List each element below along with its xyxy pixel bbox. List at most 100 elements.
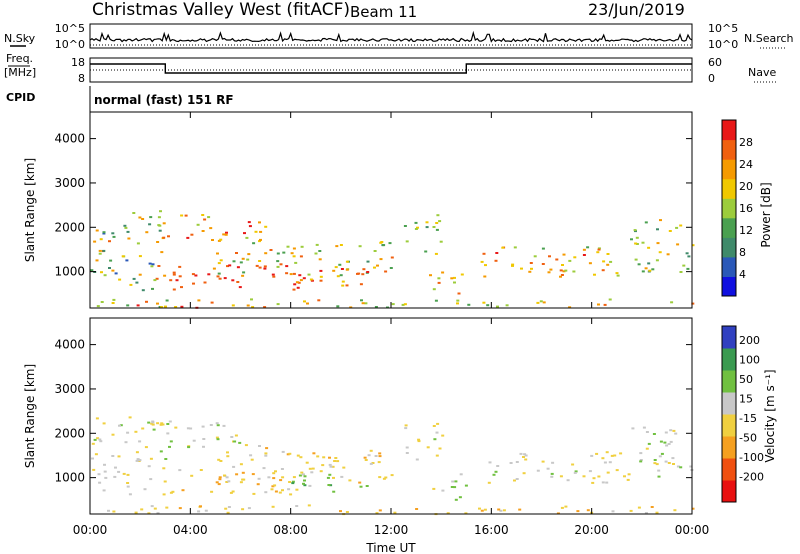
echo-cell <box>524 458 528 461</box>
echo-cell <box>499 509 503 512</box>
velocity-colorbar-label: Velocity [m s⁻¹] <box>763 369 777 462</box>
echo-cell <box>596 251 600 254</box>
x-tick-label: 00:00 <box>675 523 710 537</box>
echo-cell <box>199 469 203 471</box>
echo-cell <box>153 507 157 510</box>
echo-cell <box>460 273 464 276</box>
echo-cell <box>281 489 284 492</box>
echo-cell <box>166 423 170 425</box>
echo-cell <box>645 431 649 433</box>
echo-cell <box>159 423 163 426</box>
echo-cell <box>235 252 238 254</box>
echo-cell <box>639 460 643 463</box>
echo-cell <box>299 255 303 258</box>
colorbar-tick-label: -50 <box>739 432 757 445</box>
echo-cell <box>371 462 375 464</box>
echo-cell <box>204 509 208 512</box>
echo-cell <box>663 441 667 444</box>
echo-cell <box>134 430 138 433</box>
echo-cell <box>597 248 601 251</box>
echo-cell <box>150 265 154 268</box>
echo-cell <box>425 226 429 229</box>
echo-cell <box>302 277 306 280</box>
echo-cell <box>138 273 142 276</box>
echo-cell <box>478 507 481 510</box>
echo-cell <box>561 264 564 266</box>
echo-cell <box>497 508 501 511</box>
echo-cell <box>602 260 606 263</box>
echo-cell <box>264 452 268 455</box>
echo-cell <box>519 452 523 455</box>
echo-cell <box>522 456 525 458</box>
echo-cell <box>103 463 106 466</box>
echo-cell <box>138 440 142 443</box>
noise-right-label: N.Search <box>744 32 794 45</box>
echo-cell <box>361 273 365 276</box>
echo-cell <box>290 252 294 255</box>
echo-cell <box>224 507 228 510</box>
echo-cell <box>480 260 484 263</box>
echo-cell <box>288 452 292 455</box>
echo-cell <box>242 478 246 481</box>
echo-cell <box>377 461 381 464</box>
echo-cell <box>174 306 178 308</box>
echo-cell <box>217 272 221 275</box>
velocity-heatmap <box>91 416 695 516</box>
echo-cell <box>202 438 206 440</box>
echo-cell <box>616 274 620 277</box>
echo-cell <box>296 454 300 457</box>
echo-cell <box>287 488 291 491</box>
echo-cell <box>127 237 131 240</box>
echo-cell <box>605 481 609 484</box>
echo-cell <box>226 455 230 458</box>
echo-cell <box>345 260 349 263</box>
echo-cell <box>241 274 245 277</box>
echo-cell <box>126 230 130 233</box>
echo-cell <box>289 273 293 276</box>
echo-cell <box>138 459 142 462</box>
echo-cell <box>675 226 679 229</box>
echo-cell <box>446 512 450 515</box>
echo-cell <box>151 263 155 266</box>
echo-cell <box>239 261 243 264</box>
echo-cell <box>605 451 609 454</box>
echo-cell <box>359 283 363 286</box>
colorbar-tick-label: 12 <box>739 224 753 237</box>
echo-cell <box>637 506 641 509</box>
echo-cell <box>482 301 486 304</box>
echo-cell <box>223 277 227 280</box>
echo-cell <box>657 475 661 478</box>
colorbar-tick-label: 20 <box>739 180 753 193</box>
echo-cell <box>658 455 662 458</box>
echo-cell <box>291 480 295 483</box>
echo-cell <box>434 252 438 255</box>
echo-cell <box>118 278 122 281</box>
echo-cell <box>314 252 318 255</box>
cpid-value: normal (fast) 151 RF <box>94 93 234 107</box>
echo-cell <box>180 305 184 308</box>
echo-cell <box>238 286 242 289</box>
echo-cell <box>453 486 457 489</box>
echo-cell <box>271 505 275 508</box>
echo-cell <box>361 302 365 305</box>
echo-cell <box>160 251 164 254</box>
echo-cell <box>111 269 115 272</box>
echo-cell <box>660 452 664 455</box>
echo-cell <box>241 471 245 474</box>
colorbar-tick-label: 28 <box>739 136 753 149</box>
echo-cell <box>192 439 196 442</box>
echo-cell <box>259 230 263 233</box>
echo-cell <box>591 481 595 484</box>
velocity-y-axis: 1000 2000 3000 4000 <box>54 338 692 485</box>
colorbar-tick-label: 4 <box>739 268 746 281</box>
echo-cell <box>494 259 498 262</box>
echo-cell <box>555 258 559 261</box>
echo-cell <box>143 488 147 491</box>
echo-cell <box>295 281 299 284</box>
echo-cell <box>644 267 648 270</box>
colorbar-tick-label: 16 <box>739 202 753 215</box>
echo-cell <box>147 421 151 424</box>
echo-cell <box>645 447 649 450</box>
echo-cell <box>128 493 132 496</box>
echo-cell <box>375 512 379 515</box>
